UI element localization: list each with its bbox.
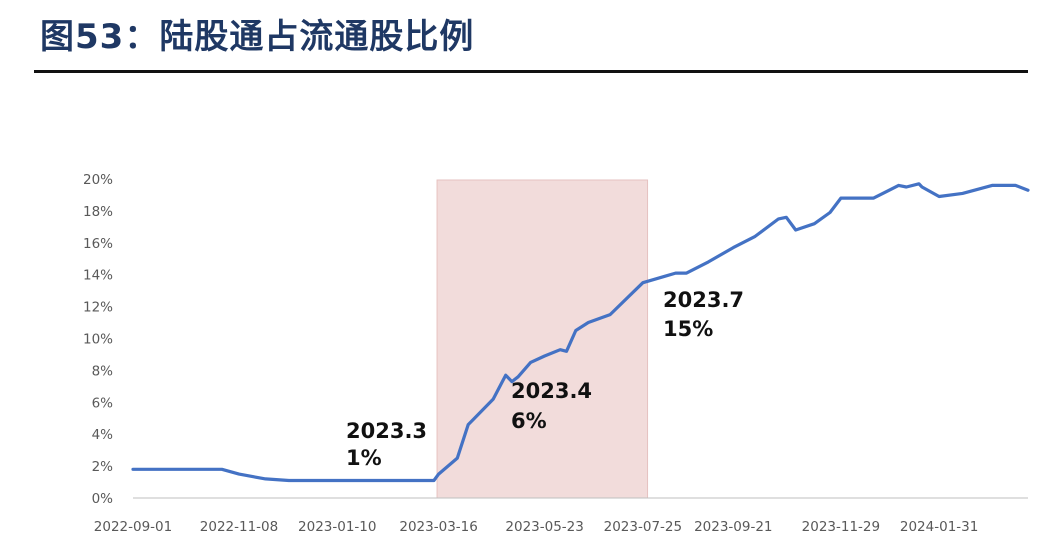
y-tick-label: 6% bbox=[92, 395, 114, 411]
x-tick-label: 2024-01-31 bbox=[900, 519, 978, 535]
annotations: 2023.3 1% 2023.4 6% 2023.7 15% bbox=[346, 288, 744, 470]
y-tick-label: 14% bbox=[83, 268, 113, 284]
annotation-date: 2023.7 bbox=[663, 288, 744, 312]
y-tick-label: 4% bbox=[92, 427, 114, 443]
title-underline bbox=[34, 70, 1028, 73]
y-tick-labels: 0% 2% 4% 6% 8% 10% 12% 14% 16% 18% 20% bbox=[83, 172, 113, 507]
y-tick-label: 10% bbox=[83, 332, 113, 348]
x-tick-label: 2023-11-29 bbox=[802, 519, 880, 535]
highlight-region bbox=[436, 179, 649, 499]
x-tick-label: 2023-01-10 bbox=[298, 519, 376, 535]
annotation-value: 15% bbox=[663, 317, 713, 341]
x-tick-label: 2023-07-25 bbox=[604, 519, 682, 535]
y-tick-label: 12% bbox=[83, 300, 113, 316]
x-tick-label: 2023-03-16 bbox=[399, 519, 477, 535]
y-tick-label: 0% bbox=[92, 491, 114, 507]
y-tick-label: 8% bbox=[92, 363, 114, 379]
y-tick-label: 2% bbox=[92, 459, 114, 475]
x-tick-labels: 2022-09-01 2022-11-08 2023-01-10 2023-03-16… bbox=[94, 519, 979, 535]
y-tick-label: 16% bbox=[83, 236, 113, 252]
y-tick-label: 18% bbox=[83, 204, 113, 220]
annotation-date: 2023.3 bbox=[346, 419, 427, 443]
annotation-date: 2023.4 bbox=[511, 379, 592, 403]
series-line bbox=[131, 182, 1030, 483]
annotation-value: 1% bbox=[346, 446, 382, 470]
annotation-value: 6% bbox=[511, 409, 547, 433]
x-tick-label: 2022-09-01 bbox=[94, 519, 172, 535]
x-tick-label: 2023-05-23 bbox=[505, 519, 583, 535]
x-tick-label: 2023-09-21 bbox=[694, 519, 772, 535]
x-tick-label: 2022-11-08 bbox=[200, 519, 278, 535]
y-tick-label: 20% bbox=[83, 172, 113, 188]
chart-title: 图53：陆股通占流通股比例 bbox=[40, 17, 475, 57]
